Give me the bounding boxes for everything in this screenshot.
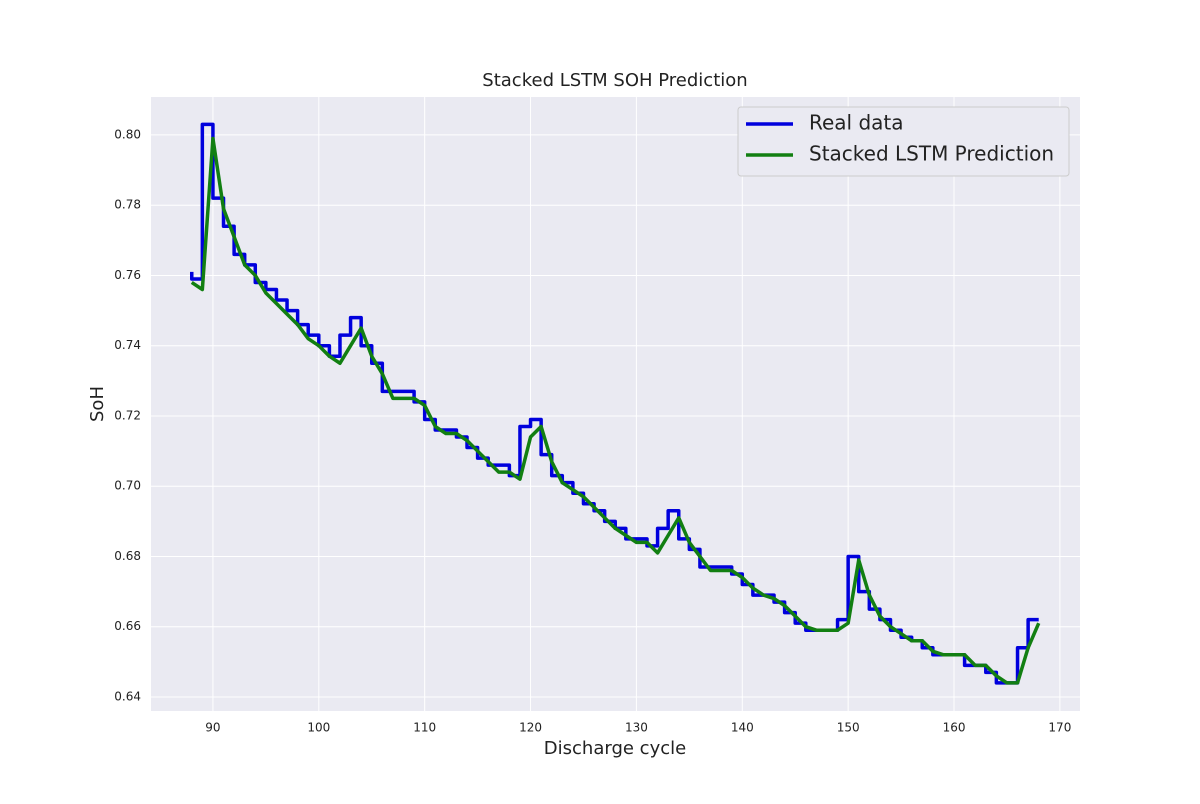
- legend-label: Real data: [809, 111, 904, 135]
- legend-label: Stacked LSTM Prediction: [809, 142, 1054, 166]
- legend-box: [737, 106, 1070, 177]
- y-tick-label: 0.78: [114, 198, 141, 212]
- x-axis-label: Discharge cycle: [544, 738, 686, 759]
- y-axis-label: SoH: [87, 386, 108, 422]
- series-line: [190, 122, 1039, 685]
- plot-area: [151, 97, 1080, 711]
- x-tick-label: 160: [943, 721, 966, 735]
- series-line: [190, 136, 1041, 685]
- chart-title: Stacked LSTM SOH Prediction: [482, 70, 747, 91]
- x-tick-label: 170: [1048, 721, 1071, 735]
- y-tick-label: 0.66: [114, 619, 141, 633]
- x-tick-label: 110: [413, 721, 436, 735]
- x-tick-label: 90: [205, 721, 220, 735]
- x-tick-label: 100: [307, 721, 330, 735]
- y-tick-label: 0.68: [114, 549, 141, 563]
- x-tick-label: 120: [519, 721, 542, 735]
- y-tick-label: 0.80: [114, 127, 141, 141]
- x-tick-label: 130: [625, 721, 648, 735]
- y-tick-label: 0.74: [114, 338, 141, 352]
- x-tick-label: 150: [837, 721, 860, 735]
- y-tick-label: 0.64: [114, 689, 141, 703]
- y-tick-label: 0.76: [114, 268, 141, 282]
- y-tick-label: 0.70: [114, 479, 141, 493]
- y-tick-label: 0.72: [114, 408, 141, 422]
- x-tick-label: 140: [731, 721, 754, 735]
